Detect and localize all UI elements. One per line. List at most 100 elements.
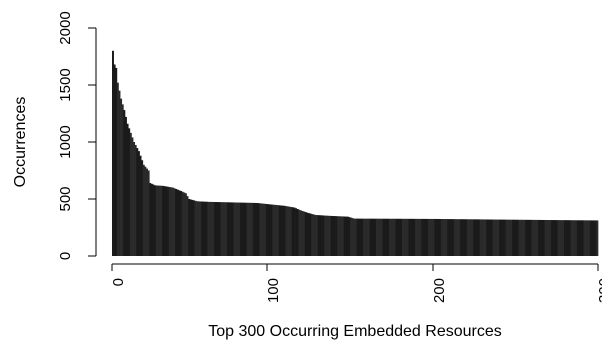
bar-260: [531, 219, 534, 256]
bar-299: [594, 220, 597, 256]
bar-290: [580, 220, 583, 256]
bar-257: [526, 219, 529, 256]
bar-234: [489, 219, 492, 256]
bar-50: [191, 199, 194, 256]
bar-157: [364, 218, 367, 256]
bar-148: [350, 217, 353, 256]
bar-226: [476, 219, 479, 256]
bar-171: [387, 218, 390, 256]
bar-238: [495, 219, 498, 256]
bar-60: [207, 201, 210, 256]
bar-189: [416, 218, 419, 256]
bar-66: [217, 202, 220, 256]
bar-119: [303, 211, 306, 256]
x-axis: 0 100 200 300: [110, 263, 602, 303]
bar-180: [401, 218, 404, 256]
bar-122: [308, 213, 310, 256]
bar-156: [363, 218, 366, 256]
bar-267: [542, 219, 545, 256]
bar-164: [376, 218, 379, 256]
bar-207: [445, 219, 448, 256]
bar-46: [184, 193, 187, 256]
bar-227: [478, 219, 481, 256]
x-tick-label-200: 200: [431, 278, 448, 303]
bar-228: [479, 219, 482, 256]
bar-167: [380, 218, 383, 256]
bar-220: [466, 219, 469, 256]
bar-28: [155, 185, 158, 256]
bar-17: [137, 151, 140, 256]
bar-108: [285, 206, 288, 257]
bar-53: [196, 201, 199, 256]
bar-114: [295, 208, 298, 256]
bar-289: [578, 220, 581, 256]
bar-85: [248, 202, 251, 256]
bar-291: [581, 220, 584, 256]
bar-84: [246, 202, 249, 256]
y-axis-title: Occurrences: [12, 97, 29, 188]
bar-83: [244, 202, 247, 256]
bar-160: [369, 218, 372, 256]
bar-249: [513, 219, 516, 256]
bar-79: [238, 202, 241, 256]
bar-268: [544, 219, 547, 256]
bar-56: [201, 201, 204, 256]
bar-204: [440, 219, 443, 256]
bar-92: [259, 203, 262, 256]
bar-95: [264, 203, 267, 256]
bar-170: [385, 218, 388, 256]
bar-106: [282, 205, 285, 256]
bar-39: [173, 188, 176, 256]
bar-49: [189, 199, 192, 256]
bar-241: [500, 219, 503, 256]
bar-68: [220, 202, 223, 256]
bar-245: [507, 219, 510, 256]
bar-111: [290, 206, 293, 256]
bar-297: [591, 220, 594, 256]
bar-26: [152, 184, 155, 256]
bar-206: [444, 219, 447, 256]
bar-134: [327, 215, 330, 256]
bar-197: [429, 218, 432, 256]
bar-163: [374, 218, 377, 256]
bar-94: [262, 203, 265, 256]
bar-280: [563, 220, 566, 256]
bar-277: [559, 220, 562, 256]
bar-211: [452, 219, 455, 256]
bar-225: [474, 219, 477, 256]
bar-287: [575, 220, 578, 256]
bar-3: [115, 67, 118, 257]
bar-192: [421, 218, 424, 256]
bar-21: [144, 166, 147, 256]
x-axis-title: Top 300 Occurring Embedded Resources: [208, 323, 502, 340]
bar-159: [367, 218, 370, 256]
bar-87: [251, 202, 254, 256]
bar-89: [254, 202, 257, 256]
bar-7: [121, 104, 124, 256]
bar-187: [413, 218, 416, 256]
bar-51: [193, 200, 195, 256]
bar-77: [235, 202, 238, 256]
bar-162: [372, 218, 375, 256]
bar-158: [366, 218, 369, 256]
bar-103: [277, 205, 280, 256]
bar-281: [565, 220, 568, 256]
bar-76: [233, 202, 236, 256]
y-tick-label-500: 500: [57, 186, 74, 211]
bar-8: [123, 110, 126, 256]
bar-93: [261, 203, 264, 256]
bar-258: [528, 219, 531, 256]
bar-213: [455, 219, 458, 256]
bar-52: [194, 200, 197, 256]
bar-283: [568, 220, 571, 256]
bar-69: [222, 202, 225, 256]
bar-172: [389, 218, 391, 256]
bar-47: [186, 196, 189, 256]
bar-90: [256, 202, 259, 256]
bar-173: [390, 218, 393, 256]
bar-151: [355, 218, 357, 256]
bar-165: [377, 218, 380, 256]
bar-101: [274, 204, 276, 256]
x-tick-200: 200: [431, 264, 448, 303]
